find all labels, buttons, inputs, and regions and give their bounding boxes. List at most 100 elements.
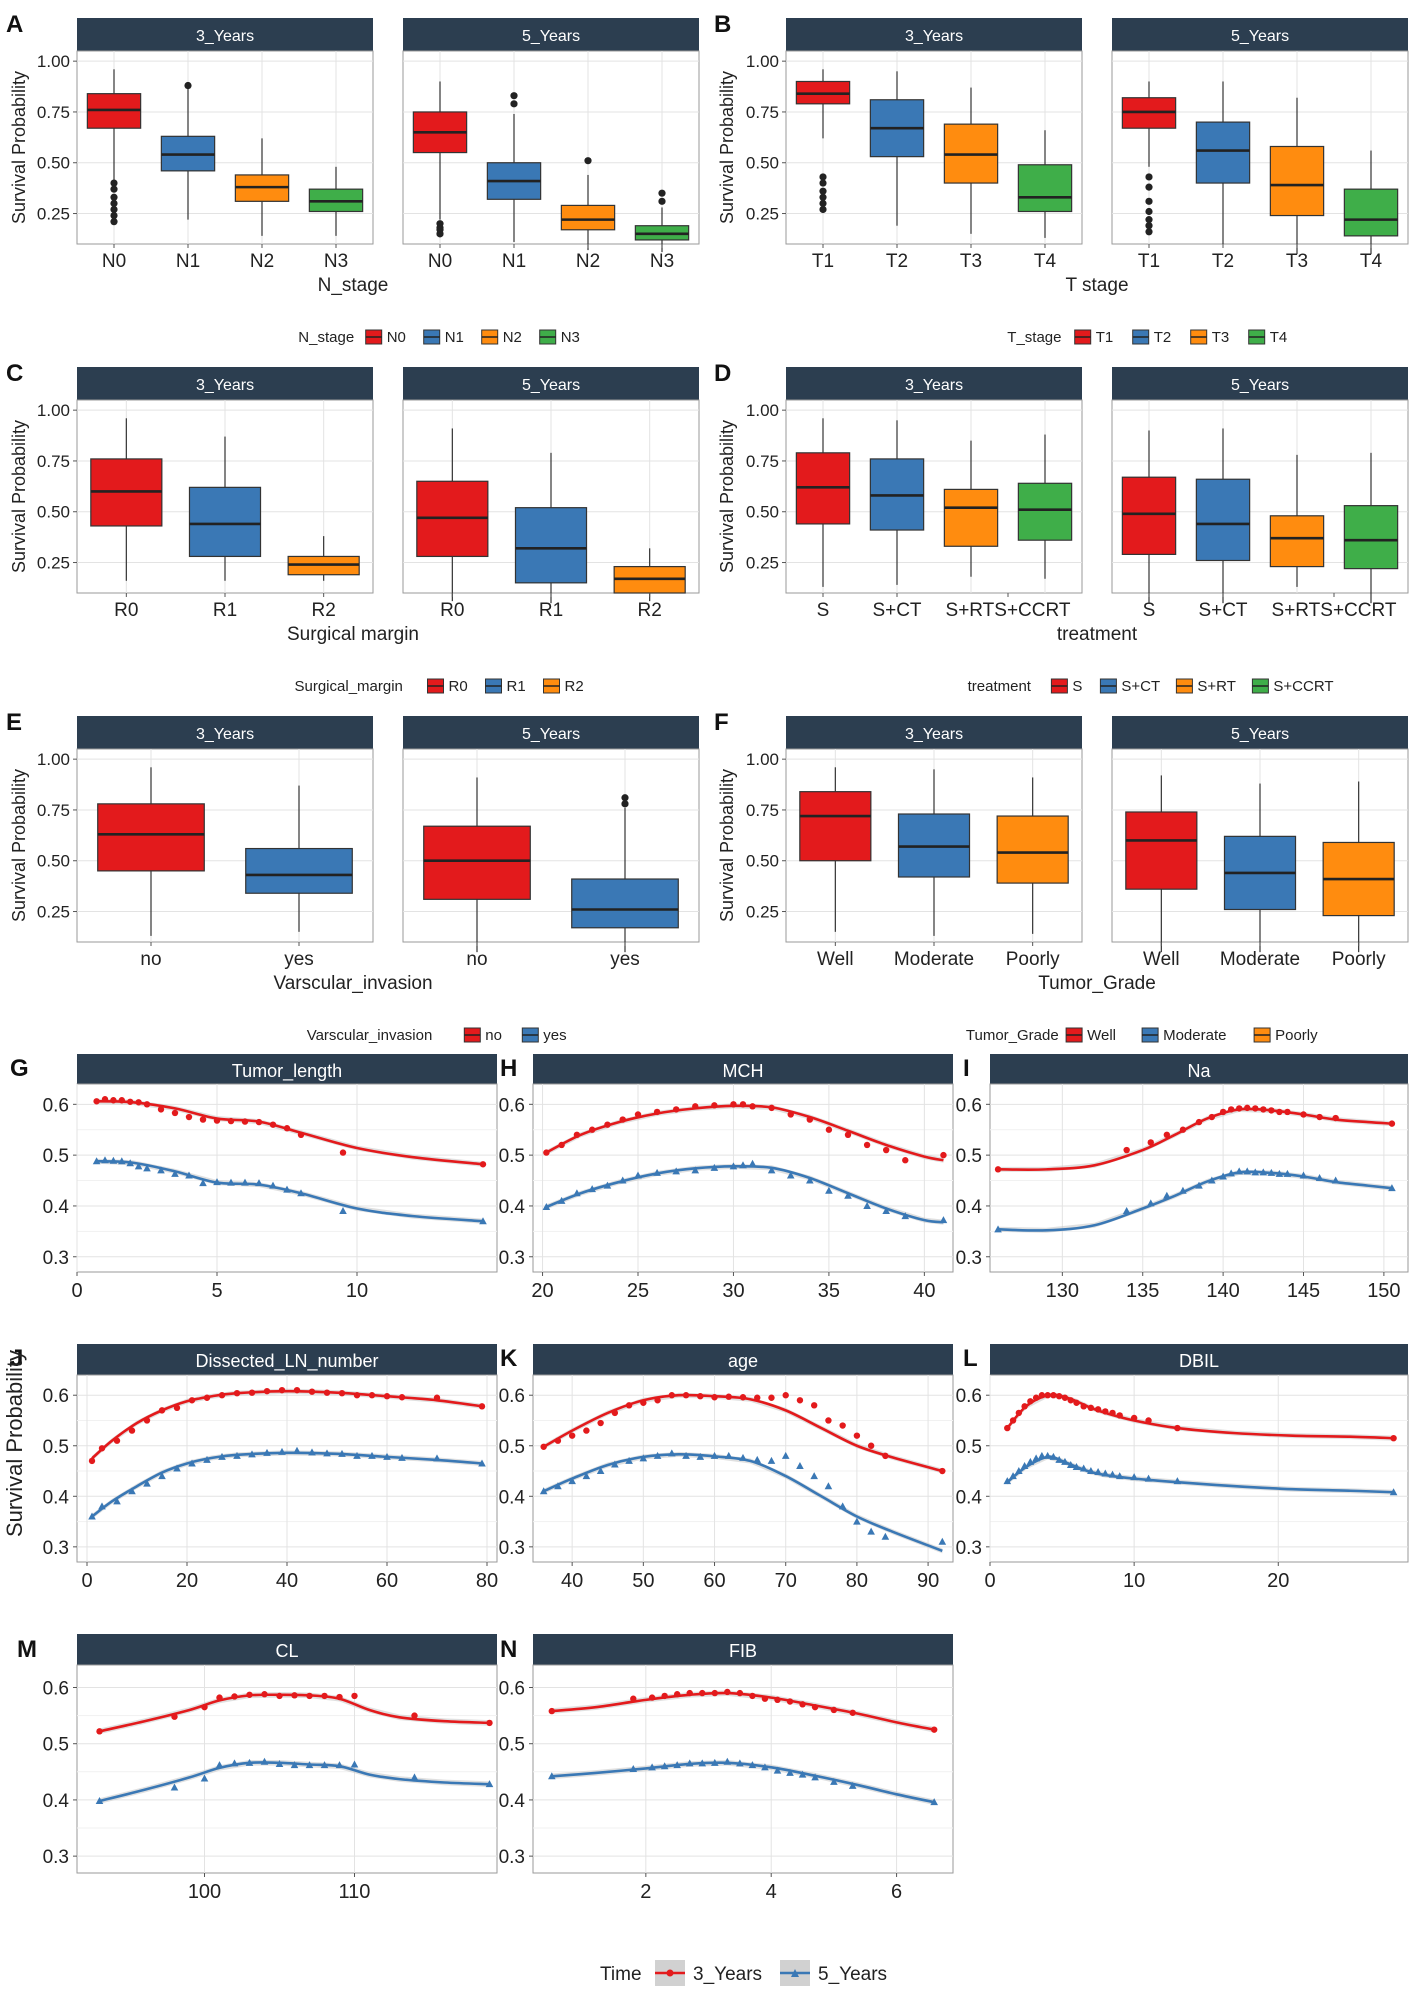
data-point	[830, 1777, 838, 1785]
data-point	[213, 1117, 221, 1124]
x-tick-label: N2	[250, 251, 274, 272]
facet-strip	[786, 367, 1082, 400]
data-point	[698, 1759, 707, 1767]
data-point	[930, 1726, 938, 1733]
data-point	[810, 1472, 818, 1480]
data-point	[143, 1164, 151, 1172]
data-point	[199, 1179, 207, 1187]
data-point	[542, 1202, 551, 1210]
data-point	[1235, 1167, 1243, 1175]
data-point	[682, 1451, 690, 1459]
x-tick-label: 150	[1367, 1280, 1400, 1302]
data-point	[185, 1171, 193, 1179]
data-point	[1009, 1472, 1017, 1480]
data-point	[278, 1447, 286, 1455]
data-point	[248, 1450, 256, 1458]
data-point	[1227, 1106, 1235, 1113]
x-tick-label: T3	[1286, 251, 1308, 272]
line-panel-g: G Tumor_length 0.3 0.4 0.5 0.6 0 5 10	[10, 1054, 498, 1302]
line-panel-i: I Na 0.3 0.4 0.5 0.6 130 135 140 145 150	[956, 1054, 1409, 1302]
data-point	[648, 1763, 656, 1771]
panel-letter: G	[10, 1055, 29, 1082]
outlier-point	[1145, 197, 1153, 205]
data-point	[619, 1116, 626, 1123]
smooth-line-3_Years	[551, 1691, 935, 1731]
x-tick-label: N1	[176, 251, 200, 272]
time-legend: Time 3_Years 5_Years	[600, 1960, 887, 1986]
data-point	[338, 1449, 346, 1457]
plot-area	[76, 1083, 498, 1273]
box-Well	[1125, 811, 1198, 890]
data-point	[1009, 1417, 1017, 1424]
plot-area	[989, 1083, 1409, 1273]
data-point	[118, 1157, 126, 1165]
legend-item-label: N0	[387, 329, 406, 346]
x-tick-label: 135	[1126, 1280, 1159, 1302]
data-point	[749, 1103, 756, 1110]
data-point	[1388, 1120, 1396, 1127]
data-point	[335, 1761, 344, 1769]
data-point	[611, 1409, 619, 1417]
legend-item-label: 3_Years	[693, 1964, 762, 1985]
y-tick-label: 0.50	[37, 154, 70, 173]
data-point	[1144, 1474, 1153, 1482]
box-no	[423, 825, 531, 900]
outlier-point	[621, 800, 629, 808]
data-point	[543, 1149, 550, 1156]
y-tick-label: 0.75	[37, 801, 70, 820]
legend: Surgical_margin R0 R1 R2	[295, 678, 584, 695]
data-point	[338, 1389, 346, 1397]
x-tick-label: 35	[818, 1280, 840, 1302]
y-tick-label: 0.25	[746, 554, 779, 573]
facet-strip	[1112, 18, 1408, 51]
data-point	[767, 1456, 776, 1464]
data-point	[261, 1691, 268, 1698]
panel-letter: D	[714, 360, 731, 387]
outlier-point	[510, 100, 518, 108]
data-point	[1174, 1424, 1181, 1432]
x-tick-label: R0	[440, 600, 464, 621]
box-Poorly	[996, 815, 1069, 884]
data-point	[92, 1157, 101, 1165]
data-point	[782, 1392, 789, 1399]
y-tick-label: 1.00	[746, 750, 779, 769]
data-point	[1315, 1174, 1324, 1181]
data-point	[308, 1448, 316, 1456]
y-tick-label: 0.4	[499, 1197, 526, 1218]
data-point	[767, 1166, 776, 1174]
data-point	[806, 1116, 814, 1123]
data-point	[93, 1098, 100, 1105]
box-Well	[799, 791, 872, 862]
data-point	[485, 1780, 494, 1788]
data-point	[881, 1532, 890, 1540]
data-point	[882, 1207, 890, 1215]
data-point	[1244, 1104, 1251, 1112]
outlier-point	[110, 205, 118, 214]
y-tick-label: 0.75	[746, 801, 779, 820]
facet-label: Dissected_LN_number	[195, 1351, 378, 1372]
legend-item-label: T4	[1270, 329, 1288, 346]
plot-area	[76, 50, 374, 245]
outlier-point	[819, 205, 827, 214]
data-point	[290, 1761, 299, 1769]
data-point	[796, 1461, 804, 1469]
panel-letter: H	[500, 1055, 517, 1082]
data-point	[588, 1185, 596, 1193]
x-tick-label: 2	[640, 1881, 651, 1903]
data-point	[825, 1417, 832, 1424]
y-tick-label: 0.6	[956, 1386, 982, 1407]
data-point	[255, 1179, 263, 1187]
x-tick-label: 70	[775, 1570, 797, 1592]
data-point	[433, 1454, 441, 1462]
data-point	[157, 1166, 165, 1174]
x-axis-title: treatment	[1057, 624, 1138, 645]
x-tick-label: 90	[917, 1570, 939, 1592]
outlier-point	[621, 794, 629, 802]
facet-strip	[786, 18, 1082, 51]
x-tick-label: N2	[576, 251, 600, 272]
facet-label: 5_Years	[1231, 726, 1289, 743]
outlier-point	[1145, 207, 1153, 216]
data-point	[101, 1156, 109, 1164]
